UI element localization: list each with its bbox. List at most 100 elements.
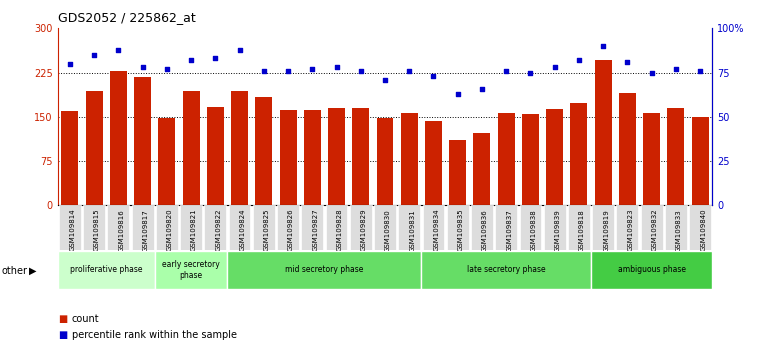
- Text: GSM109814: GSM109814: [70, 209, 76, 251]
- FancyBboxPatch shape: [59, 205, 81, 250]
- Point: [258, 68, 270, 74]
- Text: ■: ■: [58, 330, 67, 339]
- FancyBboxPatch shape: [591, 251, 712, 289]
- Text: GSM109830: GSM109830: [385, 209, 391, 252]
- Point: [282, 68, 294, 74]
- Point: [451, 91, 464, 97]
- Text: GSM109818: GSM109818: [579, 209, 585, 252]
- Text: mid secretory phase: mid secretory phase: [285, 266, 363, 274]
- Point: [355, 68, 367, 74]
- Text: GSM109826: GSM109826: [288, 209, 294, 251]
- Text: GSM109829: GSM109829: [361, 209, 367, 251]
- Bar: [159, 118, 176, 205]
- FancyBboxPatch shape: [229, 205, 250, 250]
- Point: [64, 61, 76, 67]
- Point: [597, 43, 609, 49]
- Bar: [280, 110, 296, 205]
- Bar: [182, 91, 199, 205]
- Text: GSM109825: GSM109825: [264, 209, 270, 251]
- FancyBboxPatch shape: [447, 205, 469, 250]
- Text: GSM109821: GSM109821: [191, 209, 197, 251]
- FancyBboxPatch shape: [326, 205, 347, 250]
- Bar: [449, 141, 466, 205]
- Text: GSM109838: GSM109838: [531, 209, 537, 252]
- Point: [379, 77, 391, 82]
- Bar: [328, 108, 345, 205]
- FancyBboxPatch shape: [155, 251, 227, 289]
- Text: GSM109822: GSM109822: [216, 209, 221, 251]
- Bar: [207, 107, 224, 205]
- Text: GSM109820: GSM109820: [167, 209, 172, 251]
- Point: [209, 56, 222, 61]
- FancyBboxPatch shape: [227, 251, 421, 289]
- Bar: [231, 91, 248, 205]
- Bar: [134, 77, 151, 205]
- Text: GSM109827: GSM109827: [313, 209, 318, 251]
- FancyBboxPatch shape: [277, 205, 299, 250]
- Point: [476, 86, 488, 91]
- Bar: [546, 109, 563, 205]
- Text: proliferative phase: proliferative phase: [70, 266, 142, 274]
- FancyBboxPatch shape: [301, 205, 323, 250]
- Point: [330, 64, 343, 70]
- Bar: [85, 91, 102, 205]
- FancyBboxPatch shape: [156, 205, 178, 250]
- FancyBboxPatch shape: [568, 205, 590, 250]
- Point: [185, 57, 197, 63]
- Text: ambiguous phase: ambiguous phase: [618, 266, 685, 274]
- FancyBboxPatch shape: [520, 205, 541, 250]
- Bar: [377, 118, 393, 205]
- FancyBboxPatch shape: [58, 251, 155, 289]
- FancyBboxPatch shape: [132, 205, 153, 250]
- FancyBboxPatch shape: [253, 205, 275, 250]
- Bar: [643, 113, 660, 205]
- Bar: [594, 59, 611, 205]
- Text: GSM109819: GSM109819: [603, 209, 609, 252]
- FancyBboxPatch shape: [617, 205, 638, 250]
- FancyBboxPatch shape: [423, 205, 444, 250]
- FancyBboxPatch shape: [180, 205, 202, 250]
- Bar: [497, 113, 514, 205]
- Text: count: count: [72, 314, 99, 324]
- Point: [112, 47, 125, 52]
- Bar: [522, 114, 539, 205]
- Bar: [691, 117, 708, 205]
- Point: [136, 64, 149, 70]
- Text: GSM109834: GSM109834: [434, 209, 440, 251]
- Point: [427, 73, 440, 79]
- Bar: [304, 110, 321, 205]
- FancyBboxPatch shape: [641, 205, 662, 250]
- Text: GDS2052 / 225862_at: GDS2052 / 225862_at: [58, 11, 196, 24]
- Bar: [353, 108, 370, 205]
- Text: GSM109832: GSM109832: [651, 209, 658, 251]
- Point: [500, 68, 512, 74]
- FancyBboxPatch shape: [374, 205, 396, 250]
- Point: [548, 64, 561, 70]
- Point: [621, 59, 634, 65]
- FancyBboxPatch shape: [108, 205, 129, 250]
- FancyBboxPatch shape: [592, 205, 614, 250]
- Point: [645, 70, 658, 75]
- Text: GSM109816: GSM109816: [119, 209, 124, 252]
- Text: GSM109839: GSM109839: [554, 209, 561, 252]
- FancyBboxPatch shape: [83, 205, 105, 250]
- Point: [403, 68, 415, 74]
- Point: [694, 68, 706, 74]
- Text: GSM109824: GSM109824: [239, 209, 246, 251]
- FancyBboxPatch shape: [665, 205, 687, 250]
- Bar: [110, 72, 127, 205]
- Point: [161, 66, 173, 72]
- Text: GSM109831: GSM109831: [409, 209, 415, 252]
- FancyBboxPatch shape: [421, 251, 591, 289]
- Bar: [256, 97, 273, 205]
- Bar: [571, 103, 588, 205]
- Text: GSM109817: GSM109817: [142, 209, 149, 252]
- Text: GSM109835: GSM109835: [457, 209, 464, 251]
- FancyBboxPatch shape: [495, 205, 517, 250]
- Point: [88, 52, 100, 58]
- Text: percentile rank within the sample: percentile rank within the sample: [72, 330, 236, 339]
- Text: early secretory
phase: early secretory phase: [162, 260, 220, 280]
- Text: other: other: [2, 266, 28, 276]
- FancyBboxPatch shape: [398, 205, 420, 250]
- Bar: [668, 108, 685, 205]
